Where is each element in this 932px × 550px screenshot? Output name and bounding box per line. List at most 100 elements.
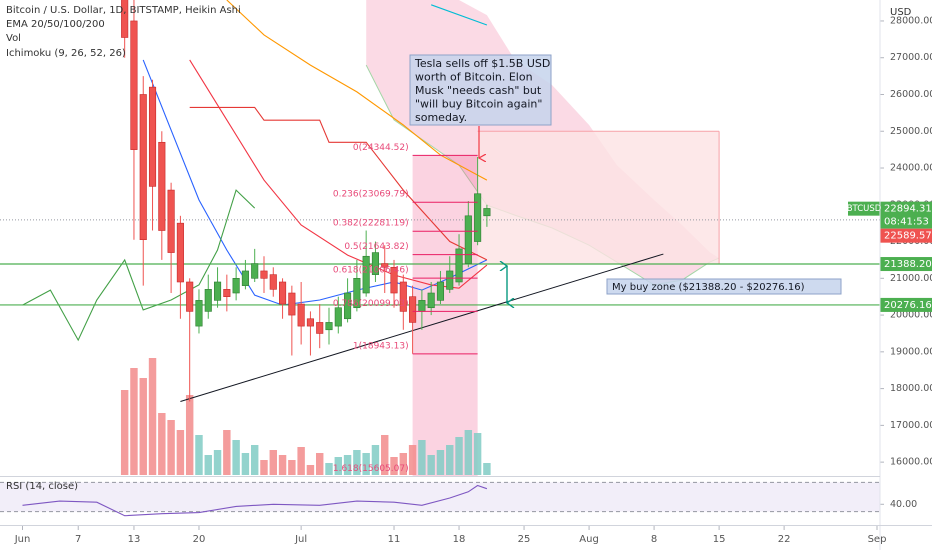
indicator-label: Ichimoku (9, 26, 52, 26): [6, 48, 126, 59]
candle-body: [362, 255, 370, 294]
volume-bar: [120, 390, 129, 475]
candle-body: [371, 252, 379, 275]
y-tick-label: 17000.00: [890, 420, 932, 431]
candle-body: [167, 189, 175, 253]
candle-body: [316, 322, 324, 334]
volume-bar: [473, 433, 482, 475]
rsi-band: [0, 482, 880, 512]
candle-body: [474, 193, 482, 242]
y-tick-label: 27000.00: [890, 52, 932, 63]
callout-text: Musk "needs cash" but: [415, 84, 542, 97]
main-pane: 0(24344.52) 0.236(23069.79) 0.382(22281.19…: [0, 0, 880, 476]
fib-label: 1(18943.13): [353, 341, 409, 351]
candle-body: [306, 318, 314, 327]
y-tick-label: 26000.00: [890, 89, 932, 100]
x-tick-label: 18: [453, 534, 466, 545]
x-tick-label: Aug: [579, 534, 599, 545]
candle-body: [446, 270, 454, 290]
volume-bar: [148, 358, 157, 475]
indicator-line: [431, 4, 488, 26]
candle-body: [195, 300, 203, 327]
candle-body: [176, 222, 184, 283]
candle-body: [260, 270, 268, 279]
countdown: 08:41:53: [884, 217, 929, 228]
volume-bar: [250, 445, 259, 475]
symbol-tag: BTCUSD: [847, 204, 882, 214]
candle-body: [223, 289, 231, 297]
volume-bar: [139, 378, 147, 475]
y-tick-label: 18000.00: [890, 383, 932, 394]
price-tag-bg: [880, 201, 932, 229]
volume-bar: [427, 455, 435, 475]
price-tag: 22589.57: [884, 231, 932, 242]
chart-title: Bitcoin / U.S. Dollar, 1D, BITSTAMP, Hei…: [6, 5, 241, 16]
volume-bar: [241, 453, 250, 475]
y-tick-label: 20000.00: [890, 310, 932, 321]
volume-bar: [223, 430, 231, 475]
fib-label: 0.618(21006.46): [333, 266, 409, 276]
level-tag: 21388.20: [884, 259, 932, 270]
volume-bar: [185, 395, 194, 475]
volume-bar: [297, 447, 305, 475]
candle-body: [344, 292, 352, 320]
x-tick-label: Jun: [14, 534, 31, 545]
volume-bar: [464, 430, 473, 475]
candle-body: [409, 296, 417, 323]
y-tick-label: 16000.00: [890, 457, 932, 468]
volume-bar: [334, 457, 343, 475]
callout-text: Tesla sells off $1.5B USD: [414, 57, 550, 70]
candle-body: [241, 270, 249, 286]
volume-bar: [371, 445, 380, 475]
x-tick-label: 22: [778, 534, 791, 545]
indicator-label: EMA 20/50/100/200: [6, 19, 105, 30]
volume-bar: [343, 455, 352, 475]
rsi-label: RSI (14, close): [6, 481, 78, 492]
y-tick-label: 19000.00: [890, 346, 932, 357]
volume-bar: [483, 463, 491, 475]
candle-body: [158, 141, 166, 231]
volume-bar: [204, 455, 212, 475]
fib-label: 0.382(22281.19): [333, 219, 409, 229]
candle-body: [436, 281, 445, 301]
candle-body: [121, 0, 129, 38]
candle-body: [381, 263, 389, 268]
x-tick-label: 20: [193, 534, 206, 545]
volume-bar: [278, 455, 287, 475]
volume-bar: [390, 457, 398, 475]
price-tag: 22894.31: [884, 204, 932, 215]
volume-bar: [213, 450, 222, 475]
candle-body: [390, 266, 398, 294]
x-tick-label: 15: [713, 534, 726, 545]
callout-text: worth of Bitcoin. Elon: [415, 71, 533, 84]
volume-bar: [399, 453, 408, 475]
volume-bar: [269, 450, 277, 475]
candle-body: [334, 307, 342, 327]
fib-label: 0(24344.52): [353, 143, 409, 153]
candle-body: [288, 292, 296, 316]
volume-bar: [381, 435, 389, 475]
fib-zone: [412, 155, 478, 476]
level-tag-bg: [880, 257, 932, 272]
callout-box: [409, 54, 552, 126]
volume-bar: [260, 460, 268, 475]
candle-body: [455, 248, 463, 283]
indicator-line: [22, 189, 256, 342]
y-tick-label: 21000.00: [890, 273, 932, 284]
target-zone: [477, 131, 720, 264]
candle-body: [130, 20, 138, 150]
callout-text: someday.: [415, 111, 467, 124]
candle-body: [399, 281, 407, 312]
volume-bar: [167, 420, 175, 475]
level-tag: 20276.16: [884, 300, 932, 311]
candle-body: [213, 281, 222, 301]
x-tick-label: 8: [651, 534, 657, 545]
candle-body: [483, 208, 491, 217]
candle-body: [148, 86, 157, 187]
rsi-line: [22, 484, 488, 517]
fib-label: 1.618(15605.07): [333, 464, 409, 474]
candle-body: [325, 322, 333, 331]
fib-label: 0.236(23069.79): [333, 190, 409, 200]
rsi-tick-label: 40.00: [890, 499, 917, 510]
